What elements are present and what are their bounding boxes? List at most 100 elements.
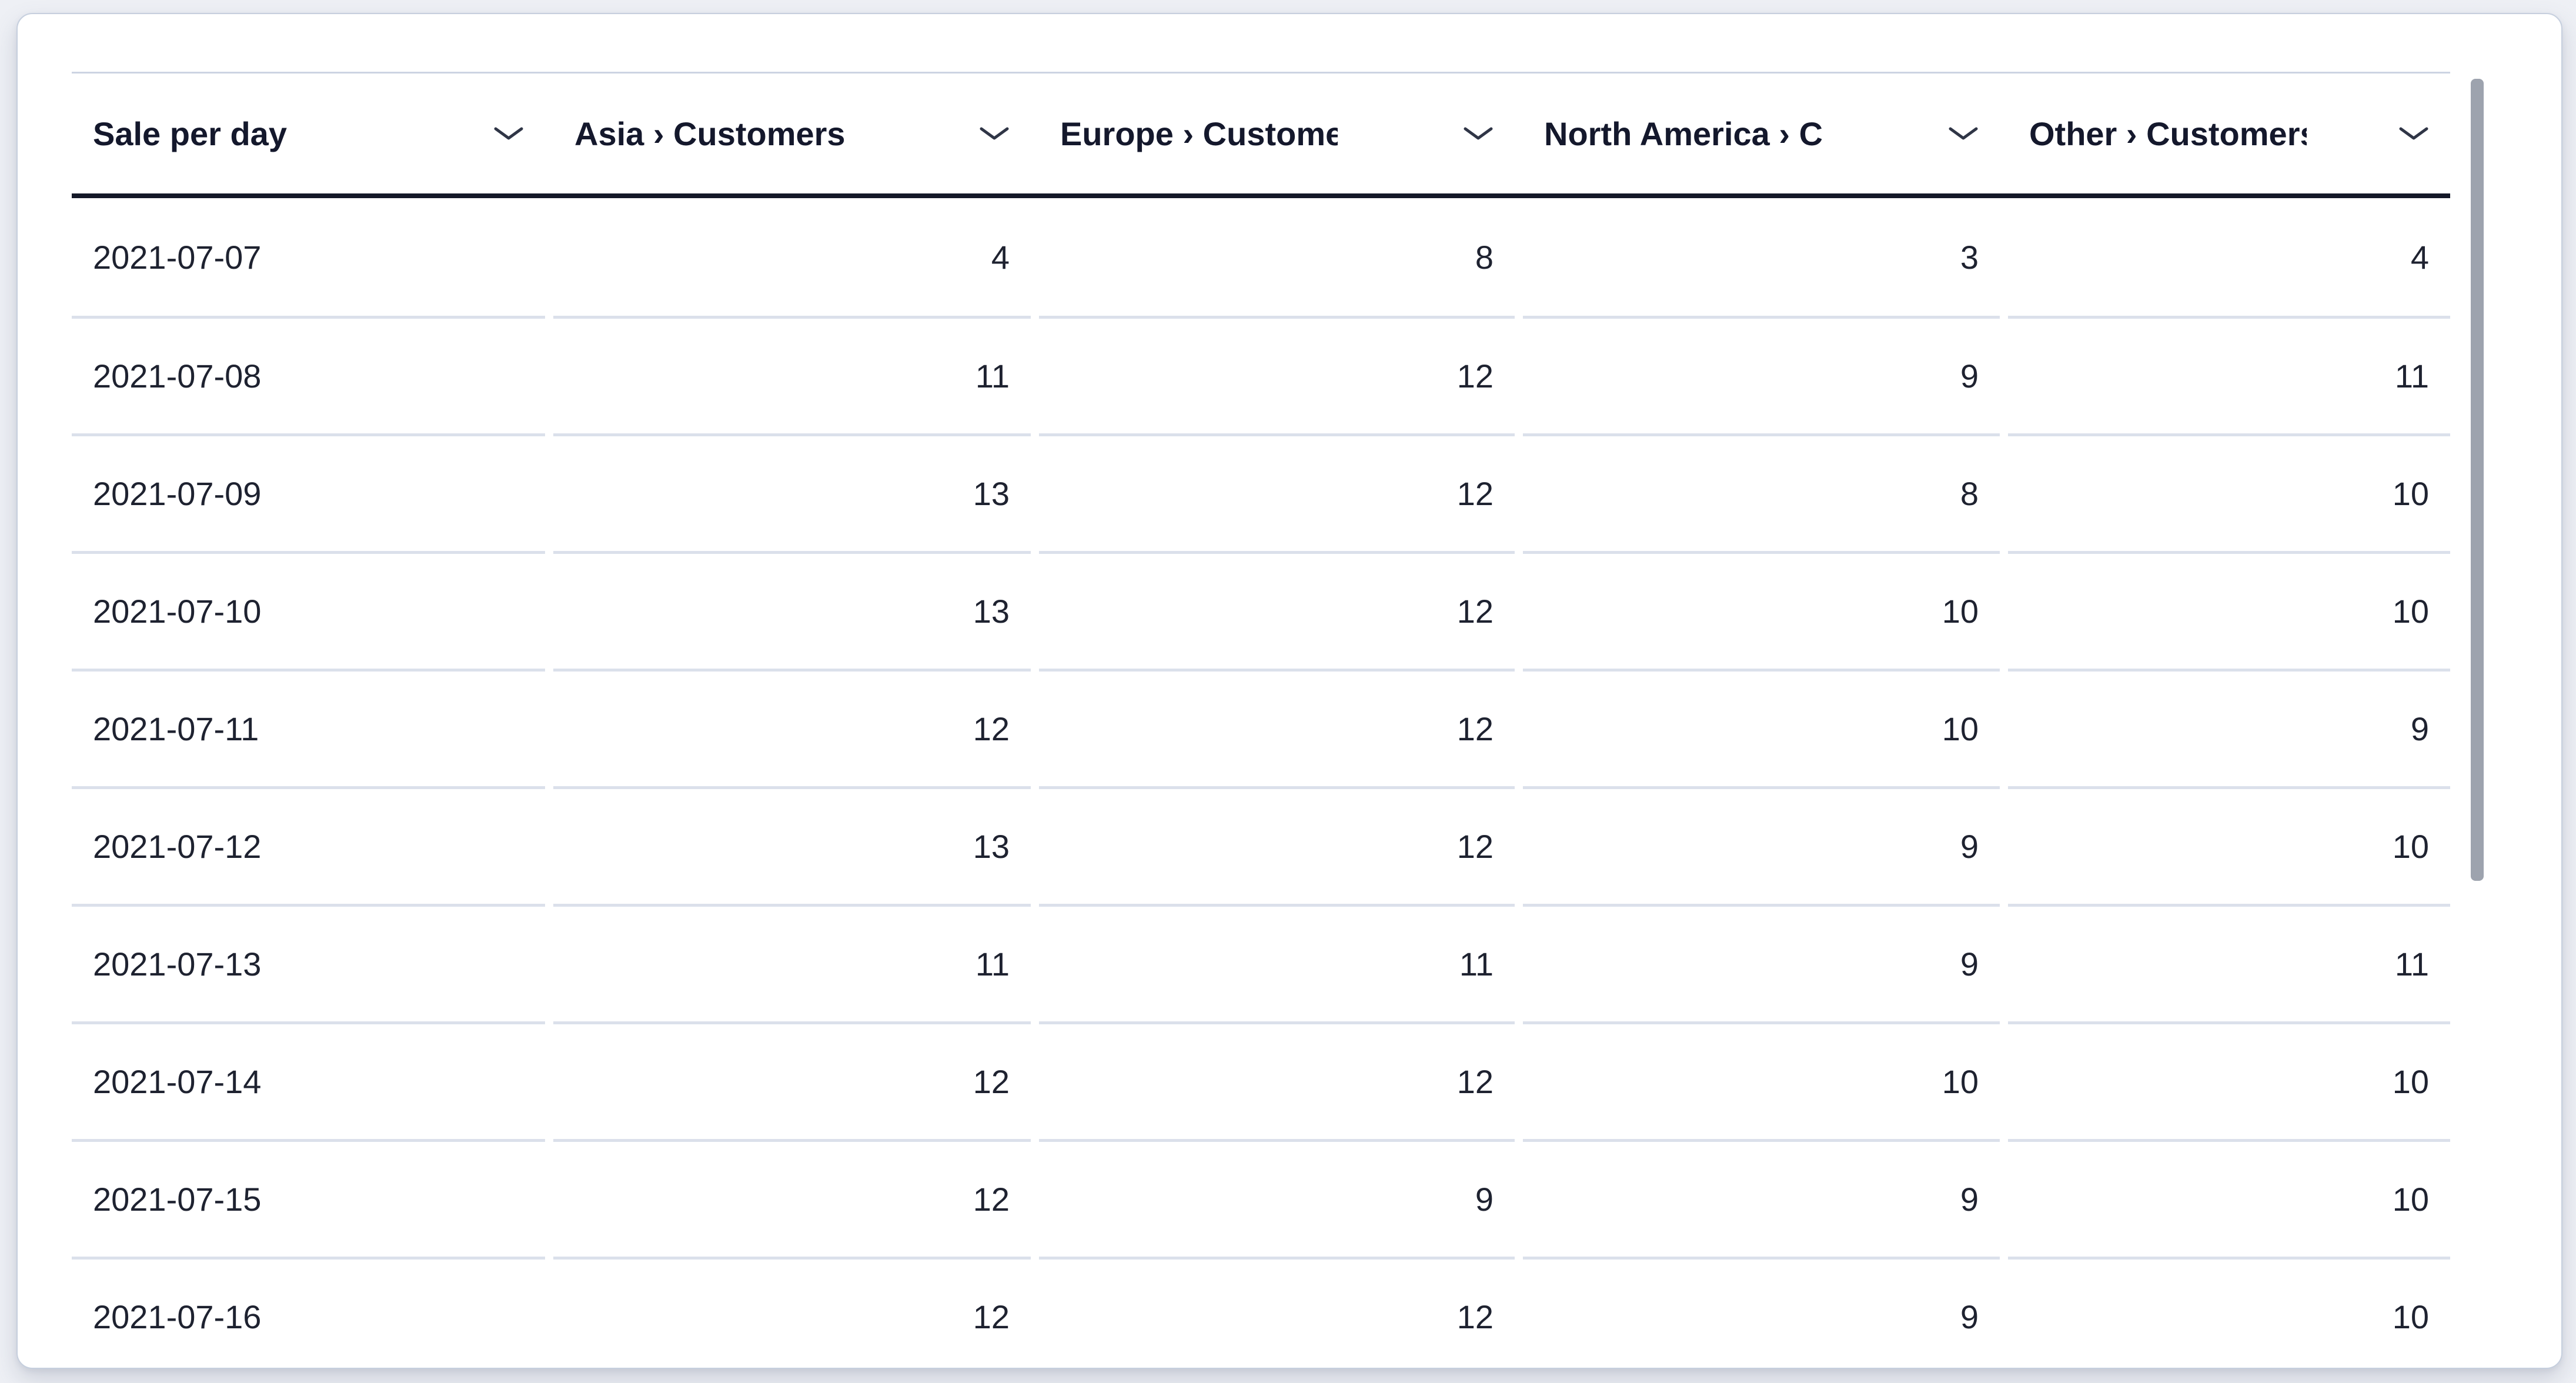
- value-cell-europe: 9: [1039, 1139, 1515, 1257]
- cell-value: 11: [975, 358, 1010, 395]
- value-cell-asia: 12: [553, 1021, 1031, 1139]
- column-header-north-america-customers[interactable]: North America › Customers: [1523, 74, 2000, 193]
- date-cell: 2021-07-07: [72, 198, 545, 316]
- header-row: Sale per day Asia › Customers: [72, 72, 2450, 198]
- cell-value: 10: [2392, 1063, 2429, 1100]
- vertical-scrollbar-thumb[interactable]: [2471, 79, 2484, 881]
- cell-value: 12: [1456, 710, 1494, 747]
- table-body: 2021-07-07 4 8 3 4 2021-07-08 11 12 9 11…: [72, 198, 2450, 1368]
- column-header-sale-per-day[interactable]: Sale per day: [72, 74, 545, 193]
- column-header-europe-customers[interactable]: Europe › Customers: [1039, 74, 1515, 193]
- cell-value: 9: [1960, 946, 1979, 983]
- date-value: 2021-07-12: [93, 828, 262, 865]
- cell-value: 10: [1942, 593, 1979, 630]
- value-cell-north-america: 9: [1523, 904, 2000, 1021]
- cell-value: 11: [2394, 358, 2429, 395]
- value-cell-other: 10: [2008, 433, 2450, 551]
- cell-value: 12: [973, 1063, 1010, 1100]
- cell-value: 10: [2392, 1298, 2429, 1335]
- cell-value: 9: [1475, 1181, 1494, 1218]
- value-cell-europe: 12: [1039, 1257, 1515, 1368]
- cell-value: 9: [1960, 828, 1979, 865]
- value-cell-asia: 11: [553, 316, 1031, 433]
- date-cell: 2021-07-12: [72, 786, 545, 904]
- date-value: 2021-07-11: [93, 710, 259, 747]
- table-row: 2021-07-10 13 12 10 10: [72, 551, 2450, 669]
- cell-value: 9: [1960, 358, 1979, 395]
- table-row: 2021-07-08 11 12 9 11: [72, 316, 2450, 433]
- cell-value: 11: [975, 946, 1010, 983]
- value-cell-north-america: 10: [1523, 551, 2000, 669]
- cell-value: 8: [1960, 475, 1979, 512]
- date-cell: 2021-07-08: [72, 316, 545, 433]
- value-cell-north-america: 9: [1523, 1257, 2000, 1368]
- table-row: 2021-07-14 12 12 10 10: [72, 1021, 2450, 1139]
- value-cell-other: 4: [2008, 198, 2450, 316]
- cell-value: 10: [2392, 1181, 2429, 1218]
- value-cell-asia: 4: [553, 198, 1031, 316]
- value-cell-other: 11: [2008, 316, 2450, 433]
- column-header-other-customers[interactable]: Other › Customers: [2008, 74, 2450, 193]
- value-cell-other: 10: [2008, 551, 2450, 669]
- cell-value: 12: [1456, 1063, 1494, 1100]
- value-cell-asia: 13: [553, 433, 1031, 551]
- value-cell-other: 10: [2008, 1139, 2450, 1257]
- chevron-down-icon[interactable]: [979, 126, 1010, 141]
- value-cell-north-america: 10: [1523, 1021, 2000, 1139]
- value-cell-asia: 13: [553, 551, 1031, 669]
- column-header-label: North America › Customers: [1544, 115, 1822, 152]
- column-header-label: Other › Customers: [2029, 115, 2307, 152]
- value-cell-europe: 12: [1039, 669, 1515, 786]
- column-header-asia-customers[interactable]: Asia › Customers: [553, 74, 1031, 193]
- column-header-label: Europe › Customers: [1060, 115, 1338, 152]
- chevron-down-icon[interactable]: [1463, 126, 1494, 141]
- date-cell: 2021-07-15: [72, 1139, 545, 1257]
- date-value: 2021-07-07: [93, 238, 262, 276]
- cell-value: 13: [973, 593, 1010, 630]
- value-cell-asia: 12: [553, 669, 1031, 786]
- value-cell-north-america: 9: [1523, 786, 2000, 904]
- cell-value: 9: [2410, 710, 2429, 747]
- date-value: 2021-07-14: [93, 1063, 262, 1100]
- value-cell-europe: 12: [1039, 786, 1515, 904]
- cell-value: 12: [1456, 358, 1494, 395]
- value-cell-other: 10: [2008, 1021, 2450, 1139]
- date-value: 2021-07-10: [93, 593, 262, 630]
- cell-value: 13: [973, 475, 1010, 512]
- chevron-down-icon[interactable]: [493, 126, 524, 141]
- value-cell-europe: 8: [1039, 198, 1515, 316]
- cell-value: 11: [2394, 946, 2429, 983]
- cell-value: 12: [1456, 593, 1494, 630]
- chevron-down-icon[interactable]: [2398, 126, 2429, 141]
- cell-value: 8: [1475, 238, 1494, 276]
- sales-table: Sale per day Asia › Customers: [72, 72, 2450, 1368]
- date-cell: 2021-07-13: [72, 904, 545, 1021]
- cell-value: 12: [1456, 1298, 1494, 1335]
- value-cell-asia: 12: [553, 1139, 1031, 1257]
- date-value: 2021-07-15: [93, 1181, 262, 1218]
- chevron-down-icon[interactable]: [1948, 126, 1979, 141]
- date-value: 2021-07-13: [93, 946, 262, 983]
- column-header-label: Sale per day: [93, 115, 287, 152]
- cell-value: 4: [991, 238, 1010, 276]
- cell-value: 12: [1456, 828, 1494, 865]
- date-cell: 2021-07-09: [72, 433, 545, 551]
- cell-value: 10: [2392, 593, 2429, 630]
- table-row: 2021-07-09 13 12 8 10: [72, 433, 2450, 551]
- value-cell-other: 11: [2008, 904, 2450, 1021]
- date-value: 2021-07-08: [93, 358, 262, 395]
- value-cell-europe: 12: [1039, 316, 1515, 433]
- value-cell-north-america: 9: [1523, 316, 2000, 433]
- cell-value: 4: [2410, 238, 2429, 276]
- table-row: 2021-07-07 4 8 3 4: [72, 198, 2450, 316]
- value-cell-north-america: 8: [1523, 433, 2000, 551]
- cell-value: 10: [1942, 710, 1979, 747]
- date-value: 2021-07-09: [93, 475, 262, 512]
- cell-value: 12: [973, 1181, 1010, 1218]
- value-cell-other: 10: [2008, 1257, 2450, 1368]
- value-cell-asia: 13: [553, 786, 1031, 904]
- table-row: 2021-07-11 12 12 10 9: [72, 669, 2450, 786]
- date-cell: 2021-07-10: [72, 551, 545, 669]
- value-cell-europe: 11: [1039, 904, 1515, 1021]
